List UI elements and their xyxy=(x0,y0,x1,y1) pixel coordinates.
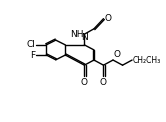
Text: CH₂CH₃: CH₂CH₃ xyxy=(133,56,161,65)
Text: NH: NH xyxy=(70,30,84,39)
Text: Cl: Cl xyxy=(26,40,35,49)
Text: O: O xyxy=(114,50,121,59)
Text: O: O xyxy=(81,78,88,87)
Text: O: O xyxy=(100,78,107,87)
Text: O: O xyxy=(105,14,112,23)
Text: F: F xyxy=(30,51,35,60)
Text: N: N xyxy=(81,33,88,42)
